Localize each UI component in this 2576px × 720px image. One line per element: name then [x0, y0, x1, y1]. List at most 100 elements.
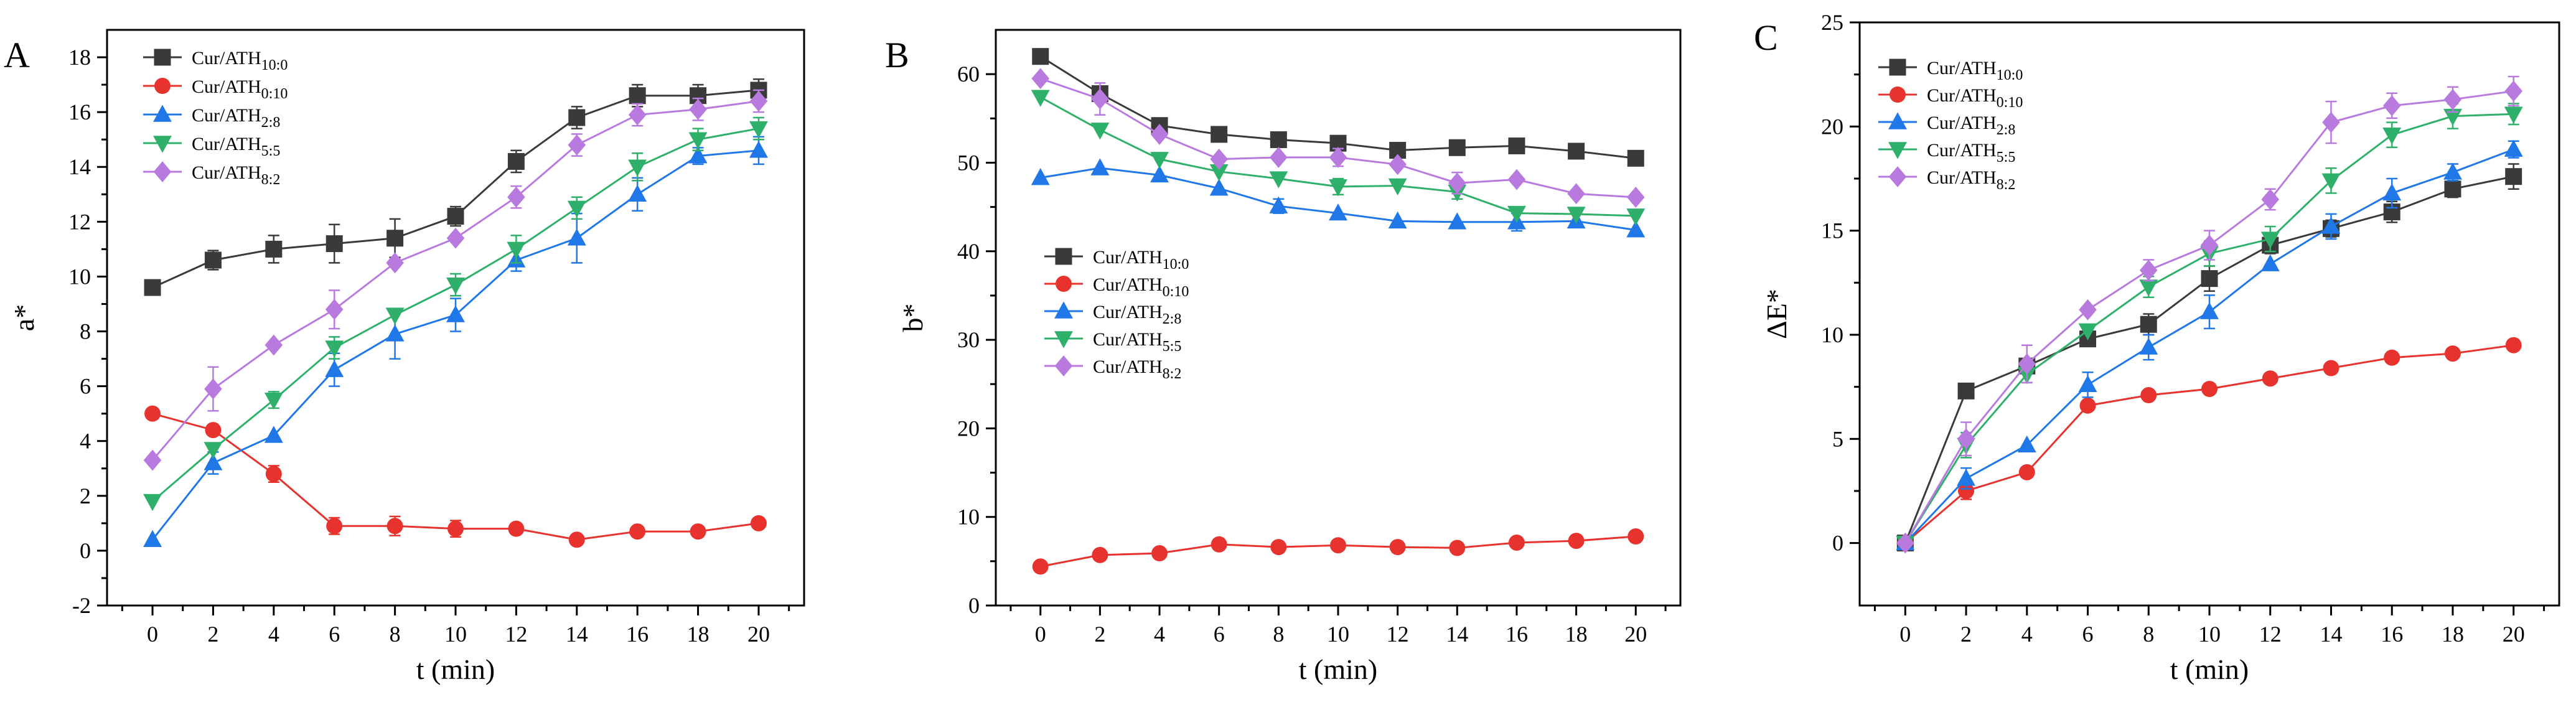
- data-point: [1508, 137, 1525, 154]
- data-point: [628, 104, 647, 126]
- data-point: [326, 518, 343, 535]
- data-point: [507, 241, 526, 259]
- x-tick-label: 18: [1565, 622, 1588, 647]
- data-point: [1957, 428, 1975, 450]
- y-axis-label: ΔE*: [1761, 289, 1792, 339]
- data-point: [1388, 211, 1407, 229]
- data-point: [1092, 546, 1108, 563]
- data-point: [2504, 106, 2523, 124]
- data-point: [2200, 235, 2219, 256]
- series-2: [143, 136, 768, 547]
- legend-marker: [153, 161, 172, 182]
- data-point: [1957, 382, 1975, 400]
- x-tick-label: 16: [2381, 622, 2403, 647]
- data-point: [265, 465, 282, 482]
- data-point: [204, 453, 223, 470]
- y-axis-label: b*: [897, 304, 929, 332]
- legend-marker: [153, 105, 172, 122]
- data-point: [568, 531, 585, 548]
- data-point: [265, 334, 283, 356]
- legend-marker: [1888, 142, 1907, 159]
- data-point: [1090, 158, 1110, 175]
- data-point: [1958, 482, 1975, 499]
- data-point: [2079, 397, 2096, 414]
- data-point: [1568, 533, 1585, 549]
- data-point: [2382, 183, 2402, 201]
- series-3: [1031, 90, 1646, 226]
- series-0: [1896, 163, 2522, 552]
- data-point: [386, 252, 404, 274]
- data-point: [385, 307, 405, 325]
- data-point: [204, 442, 223, 459]
- legend-marker: [1055, 248, 1072, 265]
- data-point: [2444, 180, 2461, 198]
- data-point: [2443, 162, 2462, 180]
- y-tick-label: 60: [957, 62, 980, 86]
- data-point: [1329, 179, 1347, 197]
- data-point: [628, 184, 647, 202]
- data-point: [1389, 154, 1407, 175]
- data-point: [1626, 208, 1646, 226]
- series-4: [1896, 75, 2522, 554]
- panel-letter-b: B: [885, 35, 909, 75]
- y-tick-label: 14: [68, 154, 91, 179]
- data-point: [688, 146, 708, 164]
- x-tick-label: 2: [207, 622, 218, 647]
- data-point: [1448, 139, 1466, 156]
- y-tick-label: 6: [80, 374, 91, 399]
- y-tick-label: 50: [957, 150, 980, 175]
- legend-label: Cur/ATH8:2: [192, 162, 280, 188]
- data-point: [2443, 108, 2462, 126]
- data-point: [205, 422, 222, 439]
- data-point: [1091, 88, 1109, 110]
- x-tick-label: 4: [2021, 622, 2033, 647]
- data-point: [507, 186, 525, 208]
- data-point: [1031, 68, 1050, 90]
- data-point: [749, 121, 768, 139]
- y-tick-label: 20: [1821, 114, 1843, 139]
- data-point: [2078, 375, 2097, 392]
- data-point: [628, 159, 647, 177]
- legend-marker: [1056, 276, 1072, 292]
- x-axis-label: t (min): [1299, 653, 1377, 685]
- data-point: [1957, 469, 1975, 486]
- data-point: [2321, 173, 2341, 190]
- data-point: [2321, 217, 2341, 234]
- data-point: [386, 518, 403, 535]
- data-point: [750, 515, 767, 531]
- data-point: [2323, 360, 2339, 376]
- data-point: [1209, 179, 1229, 196]
- legend-label: Cur/ATH0:10: [1093, 274, 1189, 300]
- data-point: [1568, 143, 1585, 160]
- data-point: [2504, 80, 2522, 102]
- series-line: [1904, 148, 2514, 544]
- x-tick-label: 4: [1154, 622, 1165, 647]
- series-1: [1032, 528, 1644, 575]
- data-point: [1896, 532, 1914, 554]
- data-point: [2444, 345, 2461, 362]
- data-point: [688, 132, 708, 149]
- data-point: [689, 98, 707, 120]
- data-point: [2018, 464, 2035, 480]
- data-point: [325, 360, 344, 377]
- y-tick-label: 40: [957, 239, 980, 264]
- legend-marker: [154, 49, 171, 66]
- legend-marker: [153, 136, 172, 153]
- y-axis-label: a*: [8, 304, 40, 331]
- x-tick-label: 0: [147, 622, 158, 647]
- x-tick-label: 20: [1624, 622, 1647, 647]
- data-point: [1567, 183, 1585, 205]
- x-tick-label: 0: [1035, 622, 1046, 647]
- x-tick-label: 12: [505, 622, 527, 647]
- data-point: [2382, 95, 2401, 116]
- y-tick-label: 15: [1821, 218, 1843, 243]
- data-point: [2382, 128, 2402, 145]
- data-point: [2322, 111, 2340, 133]
- data-point: [326, 235, 343, 253]
- x-tick-label: 14: [1446, 622, 1468, 647]
- data-point: [1209, 164, 1229, 182]
- data-point: [144, 279, 161, 296]
- y-tick-label: 10: [957, 505, 980, 530]
- x-tick-label: 2: [1960, 622, 1972, 647]
